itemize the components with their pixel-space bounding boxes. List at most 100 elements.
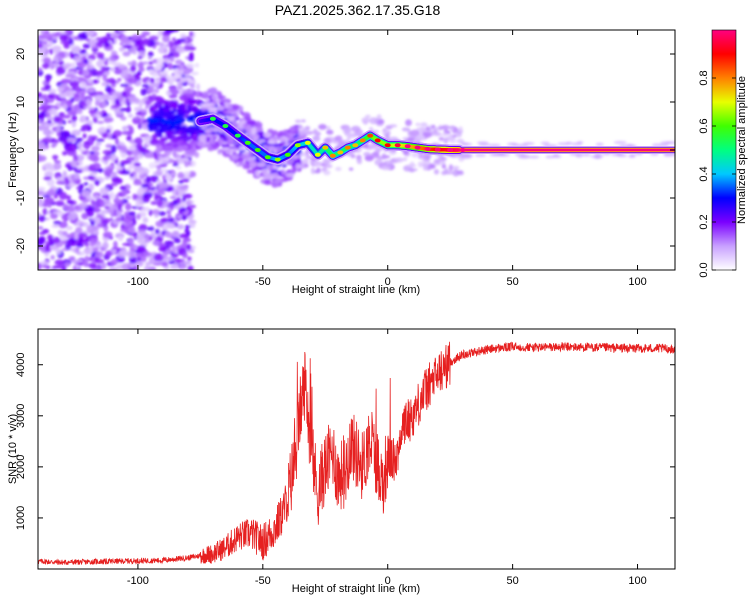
spectrogram-blob [110, 258, 118, 266]
spectrogram-blob [109, 191, 115, 200]
spectrogram-blob [175, 59, 183, 65]
spectrogram-blob [189, 141, 196, 149]
spectrogram-blob [90, 145, 100, 152]
spectrogram-blob [187, 98, 196, 105]
spectrogram-blob [74, 55, 81, 63]
spectrogram-blob [238, 161, 247, 165]
spectrogram-blob [246, 169, 254, 174]
spectrogram-blob [79, 128, 88, 132]
spectrogram-blob [52, 211, 61, 214]
spectrogram-blob [248, 121, 256, 125]
ridge-peak [337, 150, 344, 155]
spectrogram-blob [205, 97, 211, 103]
spectrogram-blob [167, 78, 174, 85]
spectrogram-blob [66, 199, 75, 205]
spectrogram-blob [218, 138, 224, 145]
spectrogram-blob [172, 263, 179, 270]
spectrogram-blob [51, 224, 60, 228]
spectrogram-blob [314, 170, 321, 174]
spectrogram-blob [241, 112, 251, 118]
spectrogram-blob [63, 90, 73, 97]
spectrogram-blob [104, 205, 109, 210]
spectrogram-blob [363, 120, 368, 125]
spectrogram-blob [121, 170, 131, 175]
spectrogram-blob [67, 212, 77, 221]
spectrogram-blob [125, 195, 132, 200]
ridge-peak [244, 140, 251, 145]
x-tick-label: -100 [127, 575, 149, 587]
spectrogram-blob [141, 149, 150, 154]
spectrogram-blob [310, 167, 315, 175]
spectrogram-blob [264, 145, 272, 150]
spectrogram-blob [284, 141, 290, 147]
spectrogram-blob [384, 133, 390, 140]
spectrogram-blob [87, 175, 94, 180]
spectrogram-blob [115, 264, 123, 270]
spectrogram-blob [110, 67, 115, 72]
spectrogram-blob [303, 157, 309, 164]
spectrogram-blob [114, 69, 123, 75]
colorbar-tick-label: 0.0 [698, 262, 710, 277]
spectrogram-blob [105, 85, 112, 93]
y-tick-label: 0 [15, 147, 27, 153]
spectrogram-blob [285, 172, 295, 178]
x-tick-label: 100 [628, 575, 646, 587]
spectrogram-blob [92, 116, 98, 124]
ridge-peak [394, 143, 401, 148]
spectrogram-blob [46, 116, 54, 121]
spectrogram-blob [164, 130, 173, 136]
spectrogram-blob [46, 178, 55, 187]
spectrogram-blob [180, 78, 188, 82]
spectrogram-blob [98, 199, 105, 203]
spectrogram-blob [50, 255, 55, 260]
spectrogram-blob [257, 162, 267, 168]
ridge-peak [284, 152, 291, 157]
spectrogram-blob [167, 62, 173, 70]
spectrogram-blob [461, 142, 469, 146]
spectrogram-blob [62, 151, 68, 156]
spectrogram-blob [443, 137, 449, 145]
spectrogram-blob [380, 162, 388, 166]
spectrogram-blob [83, 182, 89, 186]
spectrogram-blob [148, 236, 153, 241]
spectrogram-blob [101, 209, 108, 214]
spectrogram-blob [38, 67, 43, 72]
spectrogram-blob [134, 253, 144, 258]
spectrogram-blob [94, 70, 103, 75]
spectrogram-blob [87, 134, 93, 143]
spectrogram-blob [52, 62, 58, 68]
spectrogram-blob [121, 130, 131, 135]
spectrogram-blob [145, 105, 150, 109]
x-tick-label: 50 [507, 276, 519, 288]
spectrogram-blob [133, 73, 141, 79]
spectrogram-blob [182, 252, 188, 259]
spectrogram-blob [55, 31, 61, 36]
spectrogram-blob [209, 136, 215, 143]
spectrogram-blob [321, 167, 327, 172]
spectrogram-blob [194, 151, 200, 158]
spectrogram-blob [165, 127, 172, 132]
spectrogram-blob [176, 80, 183, 88]
spectrogram-y-label: Frequency (Hz) [7, 112, 19, 188]
spectrogram-blob [172, 230, 179, 238]
spectrogram-blob [53, 220, 62, 225]
spectrogram-blob [450, 127, 455, 131]
spectrogram-blob [170, 121, 176, 127]
spectrogram-blob [152, 240, 160, 246]
spectrogram-blob [389, 124, 398, 128]
spectrogram-blob [520, 154, 530, 158]
spectrogram-blob [159, 218, 168, 223]
spectrogram-blob [92, 247, 99, 252]
spectrogram-blob [180, 134, 189, 138]
spectrogram-blob [115, 165, 123, 171]
spectrogram-blob [433, 169, 440, 175]
colorbar-frame [711, 29, 737, 271]
spectrogram-blob [277, 131, 283, 138]
ridge-peak [264, 155, 271, 160]
spectrogram-blob [75, 85, 81, 92]
spectrogram-blob [263, 132, 271, 138]
spectrogram-blob [152, 109, 162, 117]
spectrogram-blob [121, 189, 128, 196]
spectrogram-blob [189, 31, 194, 37]
spectrogram-blob [350, 153, 356, 159]
